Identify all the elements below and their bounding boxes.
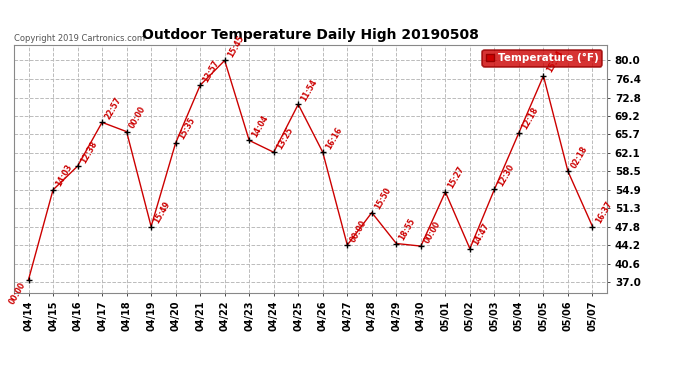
Text: Copyright 2019 Cartronics.com: Copyright 2019 Cartronics.com [14, 33, 145, 42]
Text: 15:49: 15:49 [152, 200, 172, 225]
Text: 15:45: 15:45 [226, 34, 246, 59]
Text: 15:14: 15:14 [544, 49, 564, 74]
Text: 16:16: 16:16 [324, 125, 344, 151]
Text: 11:54: 11:54 [299, 78, 319, 103]
Text: 00:00: 00:00 [348, 218, 368, 243]
Text: 00:00: 00:00 [422, 219, 442, 245]
Text: 15:27: 15:27 [446, 165, 466, 190]
Text: 15:50: 15:50 [373, 186, 393, 211]
Text: 13:57: 13:57 [201, 58, 221, 84]
Text: 13:25: 13:25 [275, 125, 295, 151]
Text: 22:57: 22:57 [104, 95, 123, 121]
Text: 18:55: 18:55 [397, 217, 417, 242]
Text: 14:47: 14:47 [471, 222, 491, 247]
Text: 02:18: 02:18 [569, 144, 589, 170]
Text: 12:30: 12:30 [495, 162, 515, 188]
Title: Outdoor Temperature Daily High 20190508: Outdoor Temperature Daily High 20190508 [142, 28, 479, 42]
Text: 14:04: 14:04 [250, 114, 270, 139]
Text: 00:00: 00:00 [128, 105, 148, 130]
Text: 16:37: 16:37 [593, 200, 613, 225]
Text: 12:18: 12:18 [520, 106, 540, 131]
Text: 12:38: 12:38 [79, 139, 99, 165]
Legend: Temperature (°F): Temperature (°F) [482, 50, 602, 66]
Text: 14:03: 14:03 [55, 163, 74, 188]
Text: 15:35: 15:35 [177, 116, 197, 141]
Text: 00:00: 00:00 [8, 280, 28, 306]
